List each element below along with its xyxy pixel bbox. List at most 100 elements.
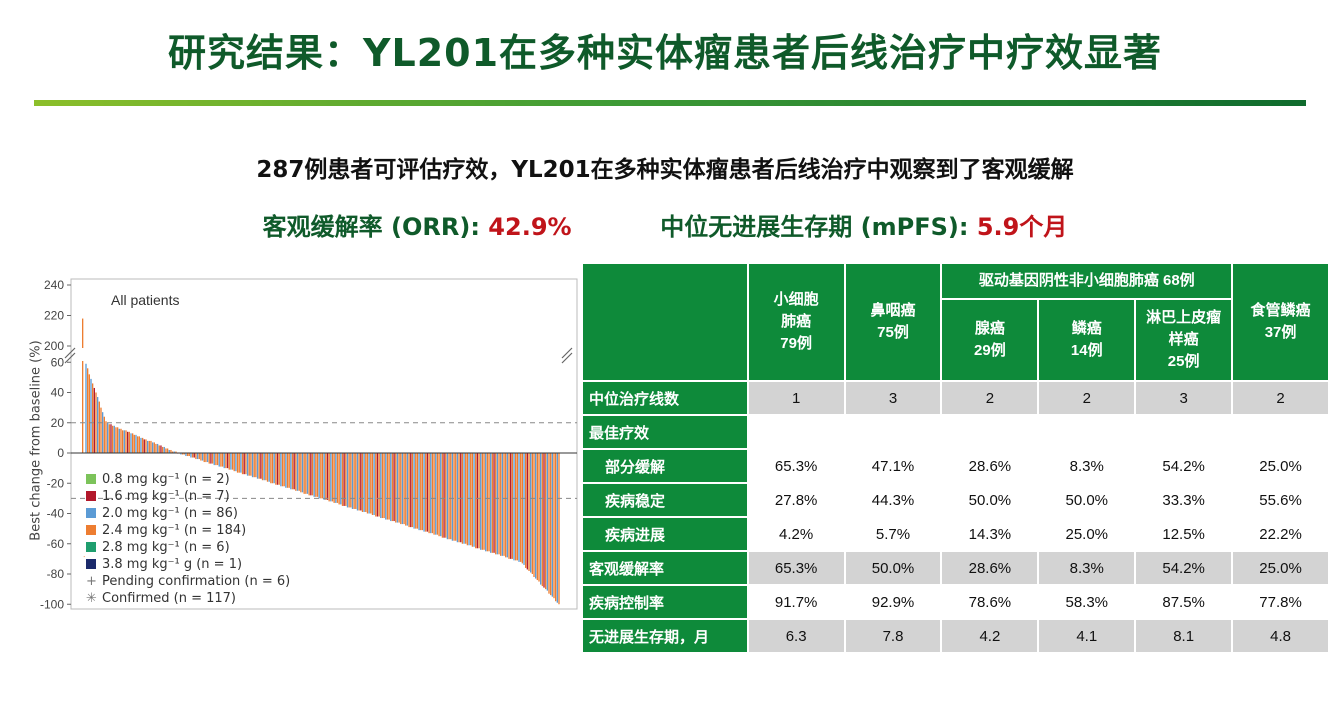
waterfall-bar (400, 453, 402, 525)
waterfall-bar (448, 453, 450, 540)
table-cell: 2 (940, 380, 1040, 416)
waterfall-bar (458, 453, 460, 543)
waterfall-bar (341, 453, 344, 506)
table-cell: 1 (746, 380, 846, 416)
waterfall-bar (343, 453, 345, 506)
waterfall-bar (408, 453, 410, 528)
waterfall-bar (515, 453, 517, 561)
waterfall-bar (405, 453, 407, 526)
legend-text: Pending confirmation (n = 6) (102, 574, 291, 589)
waterfall-bar (501, 453, 504, 556)
waterfall-bar (133, 434, 135, 453)
waterfall-bar (283, 453, 285, 487)
break-gap (72, 348, 92, 361)
waterfall-bar (146, 440, 149, 453)
waterfall-bar (166, 448, 169, 453)
waterfall-bar (171, 451, 174, 453)
y-tick-label: 200 (44, 339, 64, 353)
slide-title: 研究结果：YL201在多种实体瘤患者后线治疗中疗效显著 (167, 31, 1163, 75)
waterfall-bar (505, 453, 507, 558)
y-tick-label: 40 (51, 386, 65, 400)
y-tick-label: -60 (47, 537, 65, 551)
waterfall-bar (391, 453, 394, 522)
waterfall-bar (481, 453, 484, 550)
waterfall-bar (488, 453, 490, 552)
waterfall-bar (120, 428, 122, 453)
waterfall-bar (91, 383, 94, 453)
waterfall-bar (298, 453, 300, 491)
table-cell: 65.3% (746, 448, 846, 484)
table-cell: 4.1 (1037, 618, 1137, 654)
waterfall-bar (158, 445, 160, 453)
waterfall-bar (326, 453, 329, 500)
waterfall-bar (398, 453, 400, 523)
waterfall-bar (103, 416, 105, 453)
waterfall-bar (141, 437, 144, 454)
waterfall-bar (263, 453, 265, 481)
waterfall-bar (345, 453, 347, 506)
waterfall-bar (235, 453, 237, 472)
waterfall-bar (463, 453, 465, 544)
waterfall-bar (106, 422, 109, 453)
legend-text: Confirmed (n = 117) (102, 591, 236, 606)
waterfall-bar (558, 453, 560, 605)
table-cell: 47.1% (843, 448, 943, 484)
waterfall-bar (143, 439, 145, 453)
waterfall-bar (426, 453, 429, 532)
waterfall-bar (525, 453, 527, 568)
waterfall-bar (336, 453, 339, 503)
waterfall-bar (468, 453, 470, 546)
waterfall-bar (435, 453, 437, 535)
waterfall-bar (211, 453, 214, 464)
table-row-orr: 客观缓解率 65.3% 50.0% 28.6% 8.3% 54.2% 25.0% (581, 550, 1330, 586)
waterfall-bar (123, 430, 125, 453)
waterfall-bar (438, 453, 440, 537)
y-tick-label: -80 (47, 567, 65, 581)
waterfall-bar (495, 453, 497, 555)
y-tick-label: 20 (51, 416, 65, 430)
waterfall-bar (353, 453, 355, 509)
waterfall-bar (243, 453, 245, 475)
waterfall-bar (168, 449, 170, 453)
waterfall-bar (478, 453, 480, 549)
waterfall-bar (160, 445, 162, 453)
waterfall-bar (241, 453, 244, 475)
waterfall-bar (368, 453, 370, 514)
table-cell: 54.2% (1134, 550, 1234, 586)
waterfall-bar (223, 453, 225, 469)
waterfall-bar (206, 453, 209, 463)
y-tick-label: -40 (47, 507, 65, 521)
waterfall-bar (346, 453, 349, 508)
slide-subtitle: 287例患者可评估疗效，YL201在多种实体瘤患者后线治疗中观察到了客观缓解 (256, 157, 1074, 183)
waterfall-bar (430, 453, 432, 534)
waterfall-bar (476, 453, 479, 549)
table-cell (1231, 414, 1330, 450)
table-cell: 54.2% (1134, 448, 1234, 484)
legend-entry: + Pending confirmation (n = 6) (86, 573, 290, 590)
waterfall-bar (425, 453, 427, 532)
waterfall-bar (531, 453, 534, 574)
waterfall-bar (83, 556, 85, 558)
row-label: 部分缓解 (581, 448, 749, 484)
waterfall-bar (205, 453, 207, 463)
waterfall-bar (210, 453, 212, 464)
waterfall-bar (485, 453, 487, 552)
waterfall-bar (105, 421, 107, 453)
waterfall-bar (510, 453, 512, 559)
waterfall-bar (300, 453, 302, 493)
legend-entry: 0.8 mg kg⁻¹ (n = 2) (86, 471, 290, 488)
table-cell: 50.0% (940, 482, 1040, 518)
waterfall-bar (148, 440, 150, 453)
waterfall-bar (293, 453, 295, 490)
waterfall-bar (406, 453, 409, 526)
legend-swatch (86, 508, 96, 518)
waterfall-bar (118, 428, 120, 453)
y-axis-title: Best change from baseline (%) (28, 340, 44, 541)
waterfall-bar (145, 439, 147, 453)
mpfs-label: 中位无进展生存期 (mPFS): (660, 213, 969, 241)
legend-marker-icon: ✳ (86, 591, 97, 606)
orr-value: 42.9% (488, 213, 572, 241)
waterfall-bar (268, 453, 270, 482)
waterfall-bar (226, 453, 229, 469)
